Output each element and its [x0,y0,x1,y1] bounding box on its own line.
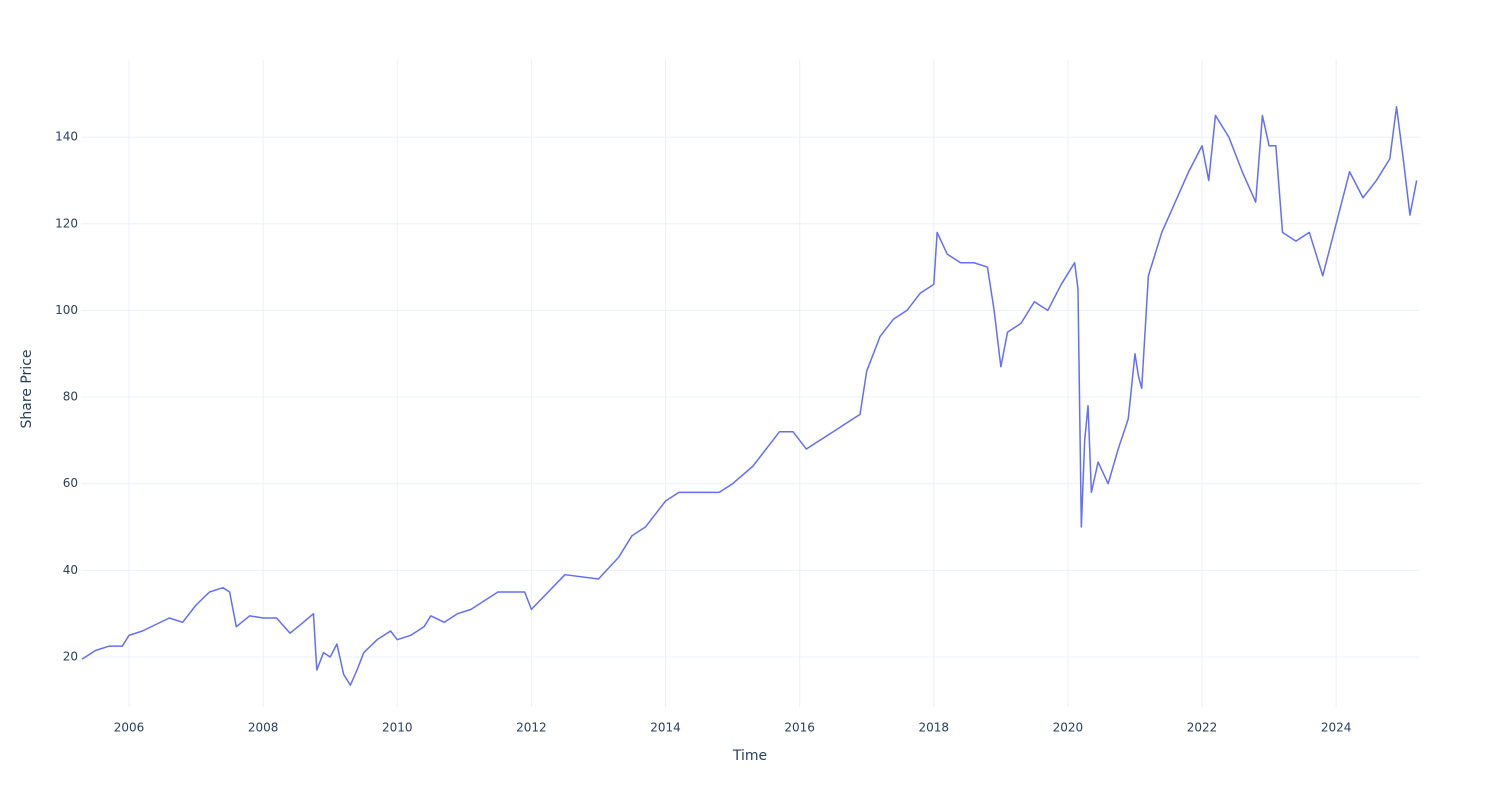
y-tick-label: 40 [63,563,78,577]
y-tick-label: 100 [55,303,78,317]
y-tick-label: 20 [63,650,78,664]
x-axis-title: Time [732,748,767,764]
x-tick-label: 2012 [516,721,547,735]
x-tick-label: 2016 [784,721,815,735]
x-tick-label: 2014 [650,721,681,735]
x-tick-label: 2018 [919,721,950,735]
x-tick-label: 2020 [1053,721,1084,735]
x-tick-label: 2006 [114,721,145,735]
y-axis-title: Share Price [19,349,35,428]
x-tick-label: 2010 [382,721,413,735]
x-tick-label: 2024 [1321,721,1352,735]
x-tick-label: 2022 [1187,721,1218,735]
y-tick-label: 140 [55,130,78,144]
y-tick-label: 120 [55,216,78,230]
y-tick-label: 60 [63,476,78,490]
x-tick-label: 2008 [248,721,279,735]
y-tick-label: 80 [63,390,78,404]
price-line [81,106,1418,686]
